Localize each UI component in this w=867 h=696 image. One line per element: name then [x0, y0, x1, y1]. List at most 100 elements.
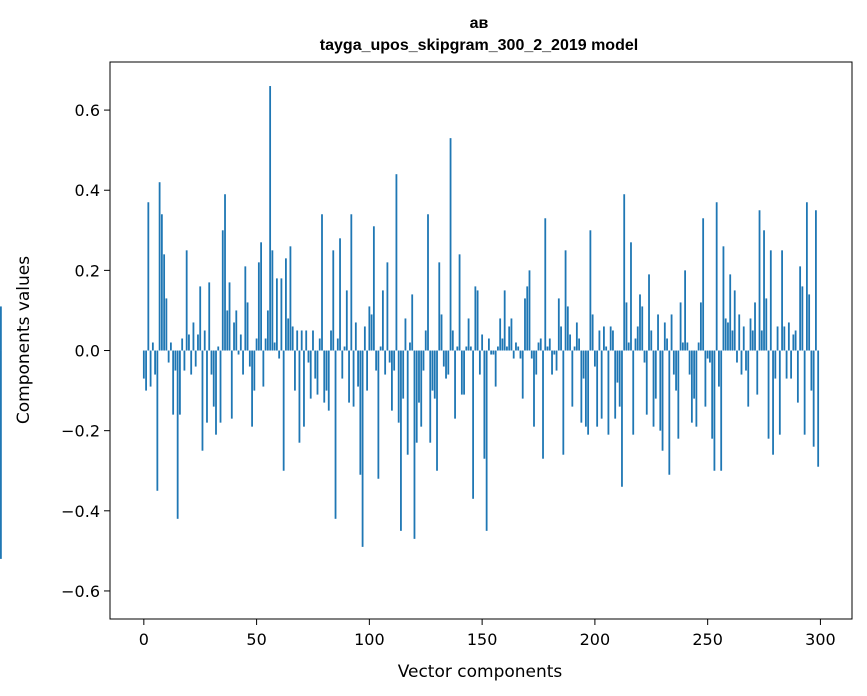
bar	[352, 350, 355, 407]
bar	[801, 286, 804, 351]
bar	[704, 350, 707, 407]
bar	[756, 350, 759, 395]
bar	[316, 350, 319, 395]
bar	[808, 294, 811, 351]
bar	[206, 350, 208, 423]
bar	[456, 346, 459, 351]
bar	[314, 350, 317, 379]
bar	[720, 350, 723, 471]
bar	[190, 350, 193, 375]
bar	[566, 306, 569, 351]
bar	[260, 242, 262, 351]
bar	[413, 350, 416, 539]
bar	[235, 310, 238, 351]
bar	[706, 350, 709, 359]
bar	[679, 302, 682, 351]
bar	[499, 318, 502, 351]
bar	[810, 350, 813, 391]
x-tick-label: 150	[467, 630, 498, 649]
bar	[336, 338, 339, 351]
bar	[440, 314, 443, 351]
bar	[402, 350, 405, 399]
bar	[393, 350, 396, 371]
bar	[774, 350, 777, 379]
bar	[799, 266, 802, 351]
y-axis-label: Components values	[14, 256, 34, 424]
bar	[497, 346, 499, 351]
bar	[544, 218, 547, 351]
plot-frame	[109, 61, 853, 620]
bar	[0, 350, 2, 559]
bar	[772, 350, 774, 455]
bar	[652, 350, 655, 427]
bar	[555, 350, 558, 371]
bar	[684, 270, 686, 351]
bar	[693, 350, 696, 399]
x-tick-label: 200	[580, 630, 611, 649]
bar	[400, 350, 402, 531]
bar	[377, 350, 380, 479]
bar	[690, 350, 693, 423]
bar	[805, 202, 808, 351]
bar	[600, 350, 603, 419]
bar	[666, 338, 668, 351]
bar	[645, 350, 648, 415]
bar	[366, 350, 368, 391]
bar	[584, 350, 587, 427]
bar	[307, 350, 310, 363]
x-axis-label: Vector components	[398, 662, 563, 682]
bar	[659, 350, 662, 431]
bar	[251, 350, 253, 427]
bar	[427, 214, 429, 351]
bar	[244, 266, 247, 351]
bar	[266, 310, 269, 351]
bar	[487, 338, 490, 351]
chart-title: ав	[470, 15, 489, 32]
bar	[285, 258, 287, 351]
y-tick-label: −0.2	[61, 422, 100, 441]
bar	[607, 350, 610, 435]
bar	[176, 350, 179, 519]
bar	[790, 350, 792, 379]
bar	[357, 350, 359, 387]
bar	[612, 330, 614, 351]
bar	[657, 314, 659, 351]
bar	[142, 350, 145, 379]
bar	[156, 350, 159, 491]
bar	[165, 298, 168, 351]
bar	[228, 282, 231, 351]
bar	[736, 350, 738, 363]
bar	[418, 350, 420, 403]
bar	[815, 210, 817, 351]
bar	[627, 342, 630, 351]
bar	[675, 350, 677, 391]
bar	[404, 318, 407, 351]
y-tick-label: 0.0	[75, 342, 100, 361]
bar	[375, 350, 378, 371]
bar	[201, 350, 204, 451]
bar	[634, 338, 637, 351]
bar	[163, 254, 166, 351]
bar	[327, 350, 330, 411]
bar	[749, 318, 752, 351]
bar	[668, 350, 671, 475]
bar	[203, 330, 206, 351]
bar	[472, 350, 474, 499]
bar	[745, 350, 747, 371]
bar	[702, 218, 705, 351]
bar	[262, 350, 265, 387]
bar	[151, 342, 154, 351]
bar	[334, 350, 337, 519]
x-tick-label: 250	[692, 630, 723, 649]
bar	[569, 334, 571, 351]
bar	[309, 350, 312, 399]
bar	[237, 350, 240, 355]
bar	[424, 330, 427, 351]
bar	[781, 250, 783, 351]
bar	[521, 350, 524, 399]
bar	[221, 230, 224, 351]
bar	[715, 202, 718, 351]
bar	[589, 230, 592, 351]
bar	[803, 350, 806, 435]
